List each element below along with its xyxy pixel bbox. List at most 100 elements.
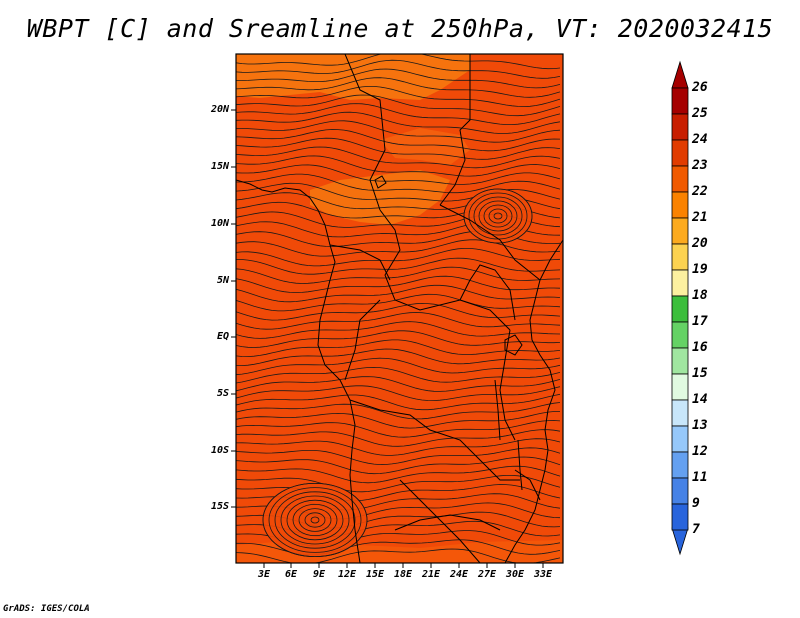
streamline bbox=[236, 137, 561, 160]
streamline bbox=[236, 465, 561, 484]
vortex-streamline bbox=[488, 208, 508, 224]
vortex-streamline bbox=[310, 516, 320, 524]
colorbar-swatch bbox=[671, 113, 689, 141]
lat-label-10n: 10N bbox=[210, 218, 229, 229]
streamline bbox=[236, 120, 561, 143]
border-2 bbox=[344, 54, 386, 211]
lon-label-15e: 15E bbox=[365, 569, 385, 580]
streamline bbox=[236, 266, 561, 284]
colorbar-label-16: 16 bbox=[692, 340, 708, 355]
streamline bbox=[236, 438, 561, 456]
colorbar-swatch bbox=[671, 321, 689, 349]
streamline bbox=[236, 173, 561, 194]
streamline bbox=[236, 385, 561, 402]
colorbar-label-22: 22 bbox=[692, 184, 708, 199]
colorbar-label-24: 24 bbox=[692, 132, 708, 147]
colorbar-swatch bbox=[671, 87, 689, 115]
lat-label-15s: 15S bbox=[210, 501, 229, 512]
border-7 bbox=[499, 329, 516, 441]
streamline bbox=[236, 77, 561, 98]
wbpt-patch-central bbox=[310, 170, 450, 225]
colorbar-swatch bbox=[671, 269, 689, 297]
streamline bbox=[236, 321, 561, 339]
colorbar-label-25: 25 bbox=[692, 106, 708, 121]
colorbar-swatch bbox=[671, 165, 689, 193]
lon-label-33e: 33E bbox=[533, 569, 553, 580]
lon-label-30e: 30E bbox=[505, 569, 525, 580]
streamline bbox=[236, 275, 561, 294]
lon-ticks bbox=[263, 563, 544, 568]
vortex-streamline bbox=[304, 512, 326, 528]
streamline bbox=[236, 239, 561, 257]
streamline bbox=[236, 129, 561, 152]
streamline bbox=[236, 429, 561, 447]
lon-label-24e: 24E bbox=[449, 569, 469, 580]
lat-label-20n: 20N bbox=[210, 104, 229, 115]
border-1 bbox=[439, 54, 471, 206]
border-6 bbox=[459, 264, 516, 321]
streamline bbox=[236, 257, 561, 275]
colorbar-swatch bbox=[671, 399, 689, 427]
lat-ticks bbox=[231, 109, 236, 508]
vortex-streamline bbox=[463, 188, 533, 244]
border-10 bbox=[399, 479, 481, 563]
streamlines bbox=[236, 54, 561, 563]
lat-label-5s: 5S bbox=[216, 388, 229, 399]
border-11 bbox=[394, 514, 501, 531]
colorbar-label-15: 15 bbox=[692, 366, 708, 381]
streamline bbox=[236, 103, 561, 125]
streamline bbox=[236, 357, 561, 376]
colorbar-label-12: 12 bbox=[692, 444, 708, 459]
lake-victoria bbox=[504, 334, 523, 356]
colorbar-swatch bbox=[671, 243, 689, 271]
streamline bbox=[236, 475, 561, 493]
coastline-east bbox=[504, 239, 563, 563]
lon-label-21e: 21E bbox=[421, 569, 441, 580]
lon-label-3e: 3E bbox=[257, 569, 271, 580]
colorbar-swatch bbox=[671, 295, 689, 323]
wbpt-shading bbox=[236, 54, 563, 563]
colorbar-label-18: 18 bbox=[692, 288, 708, 303]
border-3 bbox=[379, 209, 511, 331]
streamline bbox=[236, 393, 561, 411]
vortex-streamline bbox=[483, 204, 513, 228]
border-4 bbox=[329, 244, 391, 281]
lat-label-5n: 5N bbox=[216, 275, 229, 286]
colorbar-swatch bbox=[671, 503, 689, 531]
grads-credit: GrADS: IGES/COLA bbox=[3, 604, 90, 614]
lon-label-18e: 18E bbox=[393, 569, 413, 580]
wbpt-patch-north bbox=[236, 54, 470, 100]
lat-label-10s: 10S bbox=[210, 445, 229, 456]
streamline bbox=[236, 456, 561, 475]
streamline bbox=[236, 348, 561, 366]
country-borders bbox=[236, 54, 563, 563]
vortex-streamline bbox=[478, 200, 518, 232]
streamline bbox=[236, 86, 561, 108]
vortex-streamline bbox=[298, 508, 332, 532]
colorbar-swatch bbox=[671, 139, 689, 167]
streamline bbox=[236, 420, 561, 438]
lon-label-9e: 9E bbox=[312, 569, 326, 580]
vortex-streamline bbox=[280, 495, 350, 545]
streamline bbox=[236, 59, 561, 79]
colorbar-bottom-triangle bbox=[671, 527, 689, 556]
colorbar-label-13: 13 bbox=[692, 418, 708, 433]
lake-chad bbox=[374, 175, 387, 189]
colorbar-label-14: 14 bbox=[692, 392, 708, 407]
streamline bbox=[236, 402, 561, 420]
colorbar-swatch bbox=[671, 347, 689, 375]
colorbar-swatch bbox=[671, 373, 689, 401]
streamline bbox=[236, 411, 561, 429]
streamline bbox=[236, 293, 561, 312]
streamline bbox=[236, 330, 561, 348]
vortex-streamline bbox=[292, 503, 338, 536]
colorbar-label-9: 9 bbox=[692, 496, 700, 511]
border-5 bbox=[349, 399, 520, 481]
streamline bbox=[236, 146, 561, 169]
vortex-streamline bbox=[262, 482, 368, 557]
colorbar-top-triangle bbox=[671, 60, 689, 89]
colorbar-label-20: 20 bbox=[692, 236, 708, 251]
lat-label-15n: 15N bbox=[210, 161, 229, 172]
colorbar-swatch bbox=[671, 425, 689, 453]
